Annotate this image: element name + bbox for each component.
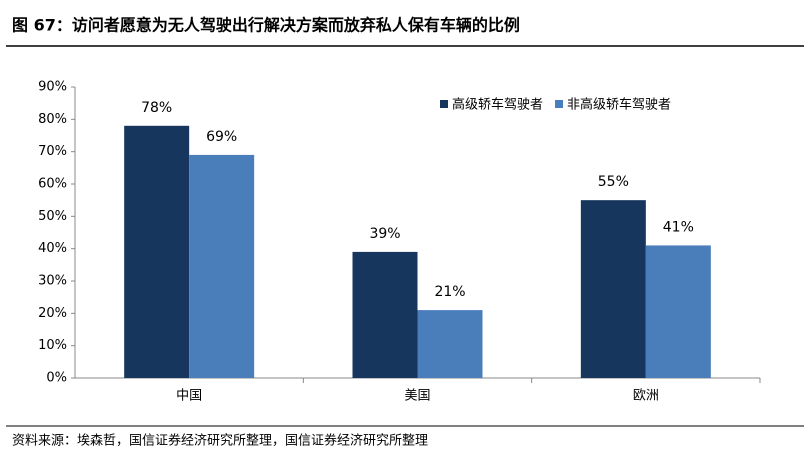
- value-label: 69%: [206, 129, 237, 145]
- y-tick-label: 0%: [46, 371, 67, 386]
- y-tick-label: 80%: [38, 112, 67, 127]
- y-tick-label: 70%: [38, 144, 67, 159]
- bar: [124, 125, 190, 378]
- y-tick-label: 40%: [38, 241, 67, 256]
- legend-swatch: [440, 100, 448, 108]
- value-label: 21%: [434, 284, 465, 300]
- y-tick-label: 90%: [38, 80, 67, 95]
- y-tick-label: 60%: [38, 177, 67, 192]
- source: 资料来源：埃森哲，国信证券经济研究所整理，国信证券经济研究所整理: [12, 433, 428, 449]
- bar: [417, 310, 483, 378]
- bar: [580, 200, 646, 378]
- value-label: 39%: [369, 226, 400, 242]
- bar: [352, 251, 418, 378]
- legend-label: 非高级轿车驾驶者: [567, 97, 671, 113]
- value-label: 55%: [598, 174, 629, 190]
- chart-title: 图 67：访问者愿意为无人驾驶出行解决方案而放弃私人保有车辆的比例: [12, 16, 520, 35]
- x-tick-label: 欧洲: [633, 389, 659, 404]
- value-label: 41%: [663, 219, 694, 235]
- y-tick-label: 30%: [38, 274, 67, 289]
- x-tick-label: 中国: [176, 389, 202, 404]
- y-tick-label: 10%: [38, 338, 67, 353]
- y-tick-label: 50%: [38, 209, 67, 224]
- bar: [189, 154, 255, 378]
- y-tick-label: 20%: [38, 306, 67, 321]
- legend-label: 高级轿车驾驶者: [452, 97, 543, 113]
- legend-swatch: [555, 100, 564, 108]
- x-tick-label: 美国: [404, 389, 430, 404]
- bar: [645, 245, 711, 378]
- value-label: 78%: [141, 100, 172, 116]
